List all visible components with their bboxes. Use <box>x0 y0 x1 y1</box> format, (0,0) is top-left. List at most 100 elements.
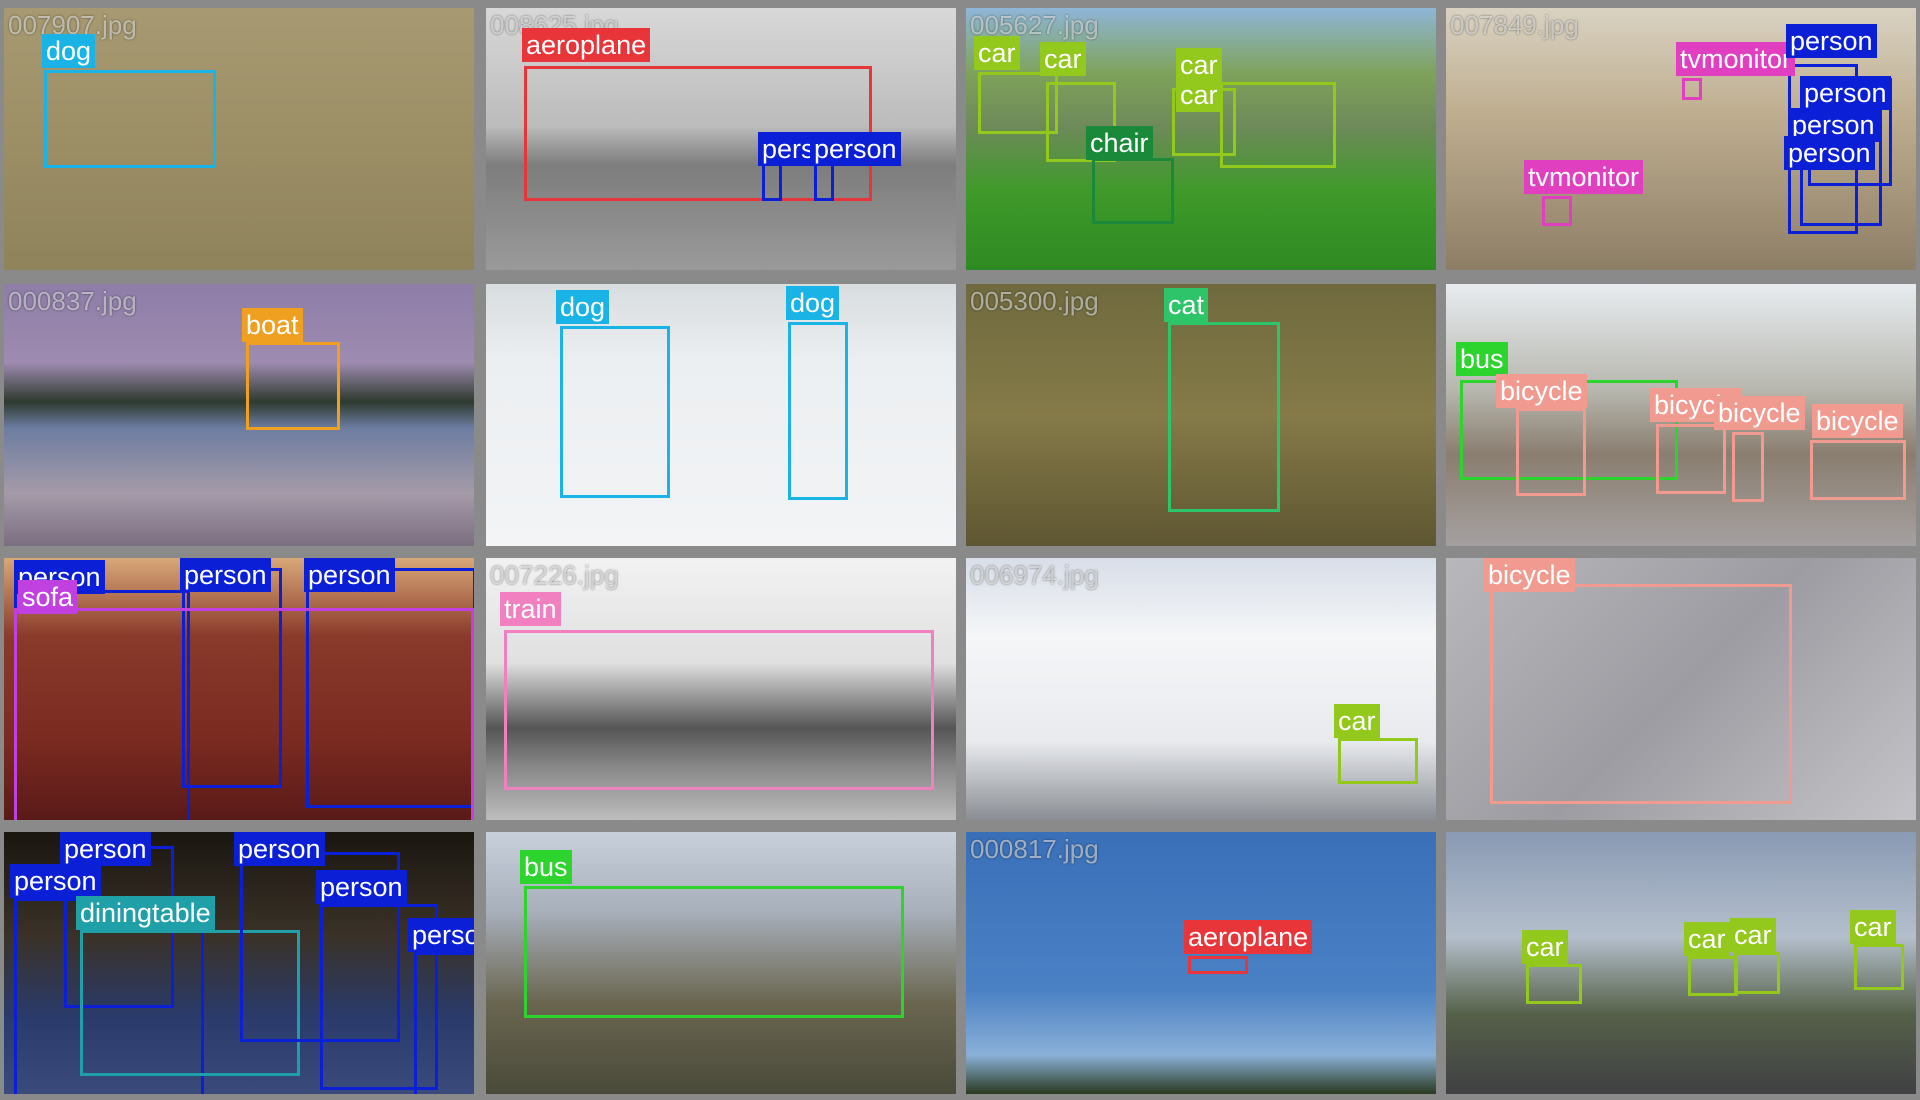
bbox-label: person <box>1800 76 1891 110</box>
bbox-label: person <box>304 558 395 592</box>
bbox-bicycle <box>1516 408 1586 496</box>
bbox-label: car <box>1522 930 1568 964</box>
image-tile: bicycle <box>1446 558 1916 820</box>
bbox-cat <box>1168 322 1280 512</box>
bbox-label: diningtable <box>76 896 215 930</box>
bbox-dog <box>560 326 670 498</box>
bbox-car <box>1854 944 1904 990</box>
bbox-dog <box>44 70 216 168</box>
bbox-label: car <box>1334 704 1380 738</box>
bbox-aeroplane <box>1188 956 1248 974</box>
bbox-label: dog <box>42 34 96 68</box>
bbox-label: cat <box>1164 288 1209 322</box>
bbox-label: person <box>180 558 271 592</box>
bbox-label: train <box>500 592 561 626</box>
bbox-label: person <box>10 864 101 898</box>
bbox-label: car <box>974 36 1020 70</box>
bbox-label: sofa <box>18 580 78 614</box>
bbox-label: bicycle <box>1484 558 1575 592</box>
image-tile: person person diningtable person person perso… <box>4 832 474 1094</box>
bbox-car <box>1734 952 1780 994</box>
bbox-chair <box>1092 158 1174 224</box>
bbox-label: bicycle <box>1812 404 1903 438</box>
bbox-car <box>978 72 1058 134</box>
bbox-bicycle <box>1732 432 1764 502</box>
photo <box>1446 832 1916 1094</box>
bbox-label: bicycle <box>1714 396 1805 430</box>
bbox-bus <box>524 886 904 1018</box>
photo <box>966 558 1436 820</box>
image-tile: 007907.jpg dog <box>4 8 474 270</box>
image-tile: 000837.jpg boat <box>4 284 474 546</box>
bbox-car <box>1338 738 1418 784</box>
bbox-tvmonitor <box>1682 78 1702 100</box>
bbox-tvmonitor <box>1542 196 1572 226</box>
file-name: 000837.jpg <box>8 286 137 316</box>
file-name: 006974.jpg <box>970 560 1099 590</box>
image-tile: 000817.jpg aeroplane <box>966 832 1436 1094</box>
file-name: 005627.jpg <box>970 10 1099 40</box>
bbox-label: chair <box>1086 126 1153 160</box>
bbox-label: person <box>14 560 105 594</box>
photo <box>4 284 474 546</box>
bbox-label: boat <box>242 308 303 342</box>
bbox-bicycle <box>1490 584 1792 804</box>
bbox-dog <box>788 322 848 500</box>
file-name: 000817.jpg <box>970 834 1099 864</box>
bbox-label: car <box>1850 910 1896 944</box>
bbox-label: dog <box>556 290 610 324</box>
image-tile: 006974.jpg car <box>966 558 1436 820</box>
bbox-train <box>504 630 934 790</box>
bbox-label: person <box>316 870 407 904</box>
file-name: 007849.jpg <box>1450 10 1579 40</box>
photo <box>1446 558 1916 820</box>
image-tile: 007226.jpg train <box>486 558 956 820</box>
file-name: 007226.jpg <box>490 560 619 590</box>
bbox-label: car <box>1176 48 1222 82</box>
bbox-label: person <box>1786 24 1877 58</box>
bbox-label: bus <box>520 850 572 884</box>
bbox-boat <box>246 342 340 430</box>
image-tile: person person person sofa <box>4 558 474 820</box>
file-name: 005300.jpg <box>970 286 1099 316</box>
image-tile: dog dog <box>486 284 956 546</box>
bbox-label: car <box>1040 42 1086 76</box>
photo <box>966 832 1436 1094</box>
image-tile: 008625.jpg aeroplane person person <box>486 8 956 270</box>
image-tile: 005300.jpg cat <box>966 284 1436 546</box>
bbox-diningtable <box>80 930 300 1076</box>
image-tile: car car car car <box>1446 832 1916 1094</box>
bbox-label: tvmonitor <box>1676 42 1796 76</box>
bbox-bicycle <box>1810 440 1906 500</box>
bbox-sofa <box>14 608 474 820</box>
image-tile: 005627.jpg car car car car chair <box>966 8 1436 270</box>
bbox-person <box>414 952 474 1094</box>
bbox-bicycle <box>1656 424 1726 494</box>
image-tile: bus <box>486 832 956 1094</box>
bbox-label: bicycle <box>1496 374 1587 408</box>
bbox-label: aeroplane <box>522 28 651 62</box>
photo <box>486 558 956 820</box>
image-tile: 007849.jpg tvmonitor person person person per… <box>1446 8 1916 270</box>
bbox-label: car <box>1176 78 1222 112</box>
photo <box>4 558 474 820</box>
bbox-car <box>1220 82 1336 168</box>
bbox-label: person <box>60 832 151 866</box>
bbox-car <box>1046 82 1116 162</box>
bbox-label: car <box>1684 922 1730 956</box>
bbox-label: aeroplane <box>1184 920 1313 954</box>
bbox-label: person <box>234 832 325 866</box>
bbox-label: person <box>408 918 474 952</box>
bbox-label: person <box>1784 136 1875 170</box>
bbox-car <box>1688 956 1738 996</box>
bbox-person <box>320 904 438 1090</box>
bbox-label: person <box>810 132 901 166</box>
photo <box>966 284 1436 546</box>
bbox-car <box>1526 964 1582 1004</box>
image-tile: bus bicycle bicycle bicycle bicycle <box>1446 284 1916 546</box>
bbox-label: dog <box>786 286 840 320</box>
bbox-label: tvmonitor <box>1524 160 1644 194</box>
bbox-label: car <box>1730 918 1776 952</box>
bbox-label: bus <box>1456 342 1508 376</box>
